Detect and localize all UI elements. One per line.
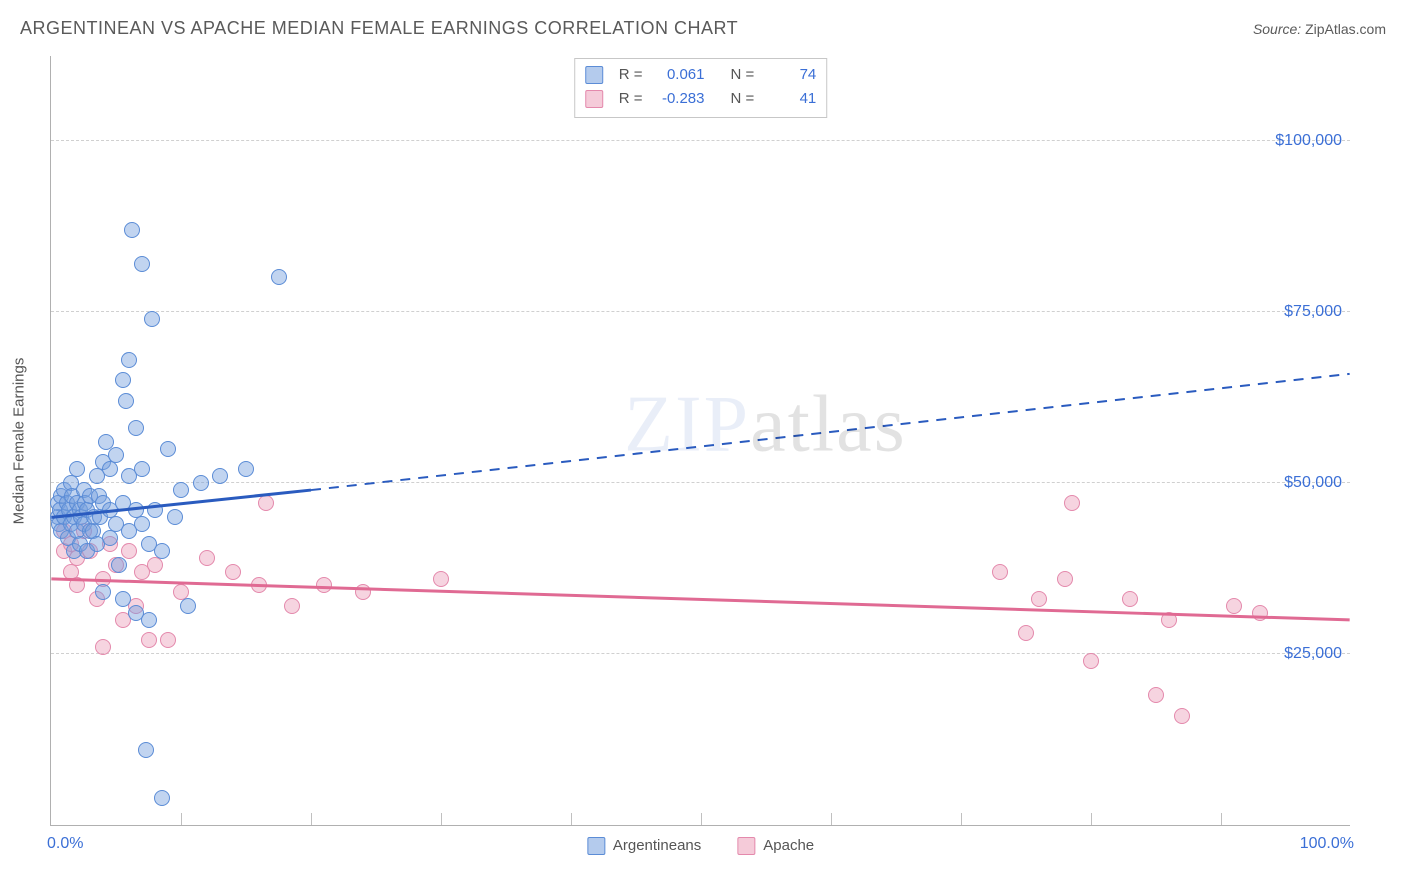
data-point bbox=[134, 256, 150, 272]
x-tick-right: 100.0% bbox=[1300, 835, 1354, 853]
r-label-a: R = bbox=[619, 63, 643, 87]
data-point bbox=[1148, 687, 1164, 703]
data-point bbox=[1226, 598, 1242, 614]
data-point bbox=[1018, 625, 1034, 641]
chart-title: ARGENTINEAN VS APACHE MEDIAN FEMALE EARN… bbox=[20, 18, 738, 39]
data-point bbox=[1064, 495, 1080, 511]
legend-item-b: Apache bbox=[737, 837, 814, 855]
gridline-h bbox=[51, 311, 1350, 312]
data-point bbox=[225, 564, 241, 580]
data-point bbox=[95, 639, 111, 655]
data-point bbox=[1161, 612, 1177, 628]
y-tick-label: $50,000 bbox=[1284, 474, 1342, 492]
tick-v bbox=[831, 813, 832, 825]
data-point bbox=[108, 447, 124, 463]
data-point bbox=[238, 461, 254, 477]
data-point bbox=[251, 577, 267, 593]
source-value: ZipAtlas.com bbox=[1305, 21, 1386, 37]
legend-series: Argentineans Apache bbox=[587, 837, 814, 855]
legend-swatch-b-icon bbox=[585, 90, 603, 108]
tick-v bbox=[1091, 813, 1092, 825]
data-point bbox=[316, 577, 332, 593]
r-label-b: R = bbox=[619, 87, 643, 111]
data-point bbox=[134, 516, 150, 532]
gridline-h bbox=[51, 653, 1350, 654]
watermark: ZIPatlas bbox=[624, 380, 907, 471]
legend-a-swatch-icon bbox=[587, 837, 605, 855]
legend-stats: R = 0.061 N = 74 R = -0.283 N = 41 bbox=[574, 58, 828, 118]
tick-v bbox=[311, 813, 312, 825]
data-point bbox=[115, 591, 131, 607]
data-point bbox=[1174, 708, 1190, 724]
data-point bbox=[141, 632, 157, 648]
data-point bbox=[121, 543, 137, 559]
data-point bbox=[95, 584, 111, 600]
tick-v bbox=[181, 813, 182, 825]
data-point bbox=[433, 571, 449, 587]
data-point bbox=[1031, 591, 1047, 607]
chart-area: Median Female Earnings $25,000$50,000$75… bbox=[50, 56, 1350, 826]
data-point bbox=[173, 482, 189, 498]
tick-v bbox=[571, 813, 572, 825]
data-point bbox=[144, 311, 160, 327]
data-point bbox=[193, 475, 209, 491]
data-point bbox=[167, 509, 183, 525]
data-point bbox=[141, 612, 157, 628]
data-point bbox=[154, 543, 170, 559]
data-point bbox=[111, 557, 127, 573]
data-point bbox=[992, 564, 1008, 580]
data-point bbox=[180, 598, 196, 614]
data-point bbox=[258, 495, 274, 511]
tick-v bbox=[961, 813, 962, 825]
data-point bbox=[98, 434, 114, 450]
tick-v bbox=[441, 813, 442, 825]
data-point bbox=[115, 372, 131, 388]
data-point bbox=[69, 577, 85, 593]
data-point bbox=[69, 461, 85, 477]
y-tick-label: $100,000 bbox=[1275, 132, 1342, 150]
data-point bbox=[121, 352, 137, 368]
data-point bbox=[271, 269, 287, 285]
data-point bbox=[212, 468, 228, 484]
data-point bbox=[134, 461, 150, 477]
data-point bbox=[118, 393, 134, 409]
data-point bbox=[102, 530, 118, 546]
data-point bbox=[128, 420, 144, 436]
data-point bbox=[160, 441, 176, 457]
n-value-a: 74 bbox=[762, 63, 816, 87]
data-point bbox=[138, 742, 154, 758]
data-point bbox=[124, 222, 140, 238]
data-point bbox=[355, 584, 371, 600]
data-point bbox=[147, 502, 163, 518]
legend-item-a: Argentineans bbox=[587, 837, 701, 855]
n-value-b: 41 bbox=[762, 87, 816, 111]
trend-lines bbox=[51, 56, 1350, 825]
gridline-h bbox=[51, 140, 1350, 141]
y-tick-label: $25,000 bbox=[1284, 645, 1342, 663]
data-point bbox=[154, 790, 170, 806]
r-value-b: -0.283 bbox=[651, 87, 705, 111]
legend-b-swatch-icon bbox=[737, 837, 755, 855]
tick-v bbox=[1221, 813, 1222, 825]
tick-v bbox=[701, 813, 702, 825]
data-point bbox=[160, 632, 176, 648]
data-point bbox=[147, 557, 163, 573]
data-point bbox=[284, 598, 300, 614]
data-point bbox=[102, 461, 118, 477]
data-point bbox=[1122, 591, 1138, 607]
data-point bbox=[1252, 605, 1268, 621]
data-point bbox=[1083, 653, 1099, 669]
source: Source: ZipAtlas.com bbox=[1253, 21, 1386, 37]
y-tick-label: $75,000 bbox=[1284, 303, 1342, 321]
data-point bbox=[1057, 571, 1073, 587]
x-tick-left: 0.0% bbox=[47, 835, 83, 853]
n-label-a: N = bbox=[731, 63, 755, 87]
source-label: Source: bbox=[1253, 21, 1301, 37]
legend-swatch-a-icon bbox=[585, 66, 603, 84]
data-point bbox=[199, 550, 215, 566]
r-value-a: 0.061 bbox=[651, 63, 705, 87]
gridline-h bbox=[51, 482, 1350, 483]
n-label-b: N = bbox=[731, 87, 755, 111]
y-axis-title: Median Female Earnings bbox=[11, 357, 28, 524]
